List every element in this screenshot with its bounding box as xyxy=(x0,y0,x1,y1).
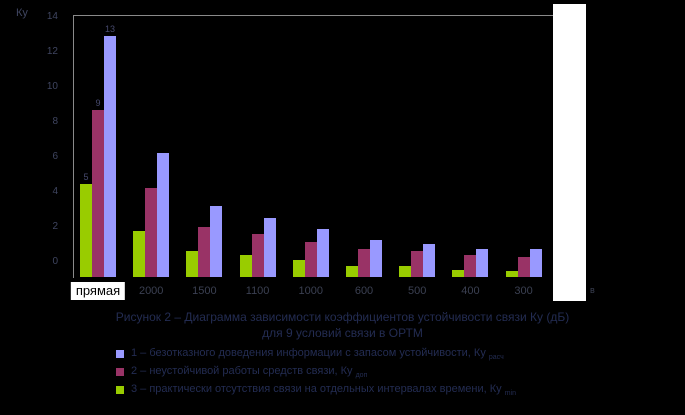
bar-series1-group9 xyxy=(529,249,542,277)
y-tick-label-2: 2 xyxy=(52,221,58,232)
bar-series2-group7 xyxy=(411,251,424,277)
bar-series1-group6 xyxy=(370,239,382,277)
legend-sub-series1: расч xyxy=(488,354,504,362)
bar-series3-group4 xyxy=(239,254,252,277)
legend-label-series3: 3 – практически отсутствия связи на отде… xyxy=(131,383,505,395)
legend-sub-series3: min xyxy=(504,390,516,398)
x-category-label-5: 1000 xyxy=(298,285,324,297)
data-label-series2: 9 xyxy=(95,97,101,108)
bar-series2-group4 xyxy=(251,234,264,277)
legend-swatch-series2 xyxy=(116,368,124,377)
x-category-label-4: 1100 xyxy=(245,285,270,297)
data-label-series3: 5 xyxy=(83,172,89,183)
x-category-label-8: 400 xyxy=(461,285,480,297)
white-overlay-rectangle xyxy=(553,4,586,301)
plot-top-border xyxy=(73,15,553,16)
bar-series2-group5 xyxy=(304,241,317,277)
bar-series2-group1 xyxy=(92,109,104,277)
bar-series1-group8 xyxy=(476,249,489,277)
y-axis-title: Ку xyxy=(16,7,28,19)
bar-series3-group3 xyxy=(186,251,199,277)
bar-series2-group8 xyxy=(464,254,477,277)
y-tick-label-4: 4 xyxy=(52,186,58,197)
bar-series3-group6 xyxy=(346,265,358,277)
bar-series1-group7 xyxy=(423,243,436,277)
bar-series1-group1 xyxy=(104,35,116,277)
y-axis-line xyxy=(73,15,74,278)
y-tick-label-0: 0 xyxy=(52,256,58,267)
bar-series3-group5 xyxy=(292,260,305,277)
bar-series3-group7 xyxy=(399,265,412,277)
legend-item-3: 3 – практически отсутствия связи на отде… xyxy=(116,383,516,397)
bar-series1-group4 xyxy=(263,217,276,277)
bar-series2-group6 xyxy=(358,249,370,277)
y-tick-label-14: 14 xyxy=(46,11,58,22)
bar-series2-group2 xyxy=(145,187,158,277)
x-category-label-9: 300 xyxy=(514,285,533,297)
bar-series3-group2 xyxy=(133,230,146,277)
x-category-label-7: 500 xyxy=(408,285,427,297)
bar-series2-group9 xyxy=(517,256,530,277)
legend-item-2: 2 – неустойчивой работы средств связи, К… xyxy=(116,365,367,379)
y-tick-label-12: 12 xyxy=(46,46,58,57)
y-tick-label-6: 6 xyxy=(52,151,58,162)
bar-series3-group1 xyxy=(80,184,92,277)
figure-caption-line1: Рисунок 2 – Диаграмма зависимости коэффи… xyxy=(115,310,570,324)
x-category-label-2: 2000 xyxy=(138,285,164,297)
x-category-label-1: прямая xyxy=(70,282,126,300)
bar-series1-group5 xyxy=(316,228,329,277)
x-category-label-6: 600 xyxy=(354,285,374,297)
legend-sub-series2: доп xyxy=(355,372,368,380)
legend-swatch-series3 xyxy=(116,386,124,395)
x-axis-note: в xyxy=(590,285,595,295)
figure-caption-line2: для 9 условий связи в ОРТМ xyxy=(262,326,423,340)
legend-swatch-series1 xyxy=(116,350,124,359)
y-tick-label-8: 8 xyxy=(52,116,58,127)
data-label-series1: 13 xyxy=(104,23,116,34)
bar-series2-group3 xyxy=(198,226,211,277)
bar-series3-group8 xyxy=(452,269,465,277)
bar-series3-group9 xyxy=(505,270,518,277)
legend-label-series1: 1 – безотказного доведения информации с … xyxy=(131,347,489,359)
legend-label-series2: 2 – неустойчивой работы средств связи, К… xyxy=(131,365,356,377)
x-category-label-3: 1500 xyxy=(192,285,217,297)
legend-item-1: 1 – безотказного доведения информации с … xyxy=(116,347,504,361)
y-tick-label-10: 10 xyxy=(46,81,58,92)
bar-series1-group2 xyxy=(157,152,170,277)
bar-series1-group3 xyxy=(210,206,223,277)
